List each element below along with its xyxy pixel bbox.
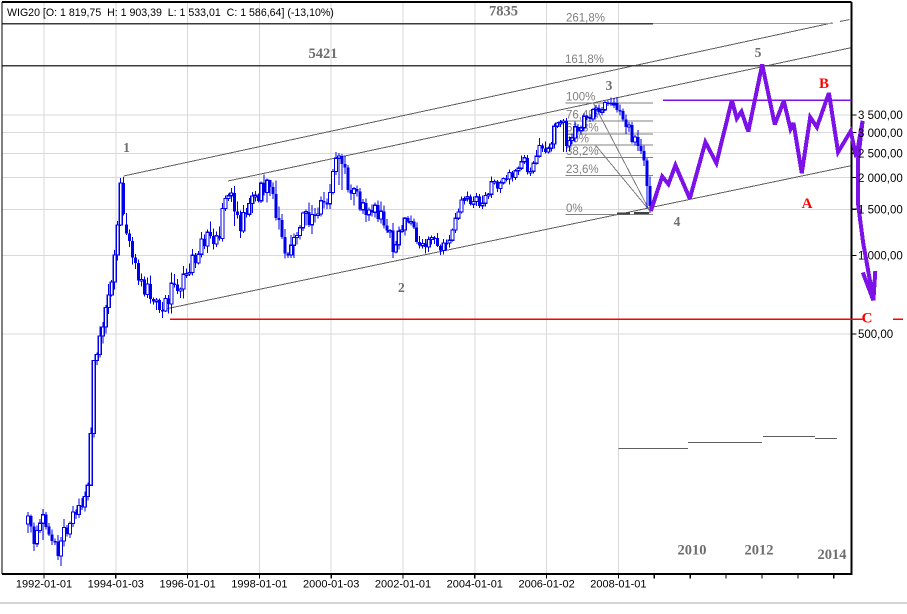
svg-text:161,8%: 161,8% [565, 54, 604, 66]
svg-text:B: B [819, 76, 829, 92]
svg-text:2 500,00: 2 500,00 [858, 149, 903, 161]
svg-text:1994-01-03: 1994-01-03 [88, 579, 144, 591]
svg-text:WIG20 [O: 1 819,75 H: 1 903,3: WIG20 [O: 1 819,75 H: 1 903,39 L: 1 533,… [7, 7, 334, 19]
svg-text:2014: 2014 [818, 547, 847, 563]
svg-text:23,6%: 23,6% [566, 164, 599, 176]
svg-text:2006-01-02: 2006-01-02 [518, 579, 574, 591]
svg-text:2010: 2010 [678, 543, 707, 559]
svg-text:1 500,00: 1 500,00 [858, 205, 903, 217]
svg-text:A: A [802, 196, 813, 212]
svg-text:0%: 0% [566, 203, 583, 215]
svg-text:1998-01-01: 1998-01-01 [231, 579, 287, 591]
svg-text:C: C [862, 311, 873, 327]
svg-text:5: 5 [755, 45, 762, 60]
svg-text:7835: 7835 [489, 4, 518, 20]
svg-text:5421: 5421 [309, 46, 338, 62]
svg-text:3: 3 [606, 78, 613, 93]
svg-text:2 000,00: 2 000,00 [858, 173, 903, 185]
svg-text:1996-01-01: 1996-01-01 [159, 579, 215, 591]
svg-text:1 000,00: 1 000,00 [858, 251, 903, 263]
svg-text:2012: 2012 [745, 543, 774, 559]
svg-text:2008-01-01: 2008-01-01 [590, 579, 646, 591]
svg-text:261,8%: 261,8% [566, 13, 605, 25]
svg-text:3 500,00: 3 500,00 [858, 110, 903, 122]
svg-text:1: 1 [123, 140, 130, 155]
svg-text:1992-01-01: 1992-01-01 [16, 579, 72, 591]
svg-text:500,00: 500,00 [858, 329, 893, 341]
svg-text:2004-01-01: 2004-01-01 [447, 579, 503, 591]
svg-text:100%: 100% [566, 92, 595, 104]
svg-text:2002-01-01: 2002-01-01 [375, 579, 431, 591]
svg-text:38,2%: 38,2% [566, 146, 599, 158]
svg-text:4: 4 [674, 214, 681, 229]
svg-text:3 000,00: 3 000,00 [858, 128, 903, 140]
svg-text:2000-01-03: 2000-01-03 [303, 579, 359, 591]
svg-text:2: 2 [398, 280, 405, 295]
